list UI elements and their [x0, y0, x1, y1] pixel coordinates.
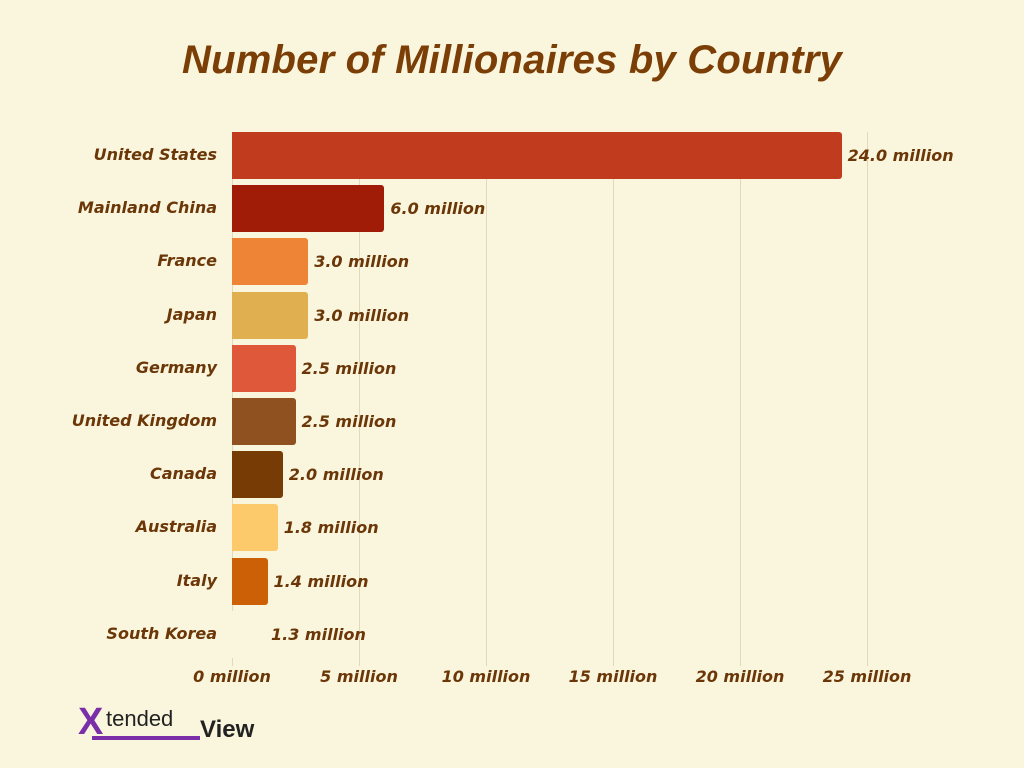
value-label: 6.0 million — [390, 199, 486, 219]
value-label: 2.5 million — [301, 358, 397, 378]
category-label: United States — [93, 145, 217, 164]
bar-canada — [232, 451, 283, 499]
logo-x: X — [78, 701, 104, 743]
logo-tended: tended — [106, 706, 174, 731]
value-label: 2.5 million — [301, 412, 397, 431]
bar-united-states — [232, 132, 842, 179]
value-label: 1.4 million — [273, 571, 369, 591]
category-label: United Kingdom — [71, 411, 217, 430]
plot-area: 24.0 million 6.0 million 3.0 million 3.0 mi… — [232, 132, 954, 666]
gridline — [740, 132, 741, 666]
value-label: 1.8 million — [283, 518, 379, 538]
x-tick-label: 0 million — [193, 667, 271, 686]
bar-mainland-china — [232, 185, 385, 233]
value-label: 3.0 million — [314, 252, 410, 272]
value-label: 24.0 million — [847, 146, 954, 165]
chart-title: Number of Millionaires by Country — [182, 38, 842, 82]
category-label: Canada — [150, 464, 217, 484]
value-label: 1.3 million — [271, 624, 366, 644]
value-label: 2.0 million — [288, 465, 384, 485]
category-label: Mainland China — [77, 198, 217, 218]
value-label: 3.0 million — [314, 305, 410, 325]
bar-australia — [232, 504, 278, 552]
bar-italy — [232, 557, 268, 605]
x-tick-label: 10 million — [441, 667, 531, 686]
xtendedview-logo: X tended View — [78, 702, 268, 746]
logo-view: View — [200, 716, 255, 743]
bar-south-korea — [232, 610, 266, 658]
logo-underline — [92, 736, 200, 740]
category-label: Japan — [166, 304, 217, 324]
bar-japan — [232, 291, 309, 339]
category-label: Germany — [135, 357, 217, 377]
bar-france — [232, 238, 309, 286]
gridline — [867, 132, 868, 666]
category-label: France — [157, 251, 217, 271]
gridline — [613, 132, 614, 666]
category-label: Australia — [135, 517, 217, 537]
gridline — [359, 132, 360, 666]
category-label: South Korea — [106, 623, 217, 643]
x-tick-label: 15 million — [568, 667, 658, 686]
x-tick-label: 25 million — [822, 667, 912, 686]
bar-germany — [232, 344, 296, 392]
bar-united-kingdom — [232, 398, 296, 445]
x-tick-label: 20 million — [695, 667, 785, 686]
category-label: Italy — [176, 570, 217, 590]
gridline — [486, 132, 487, 666]
x-tick-label: 5 million — [320, 667, 398, 686]
